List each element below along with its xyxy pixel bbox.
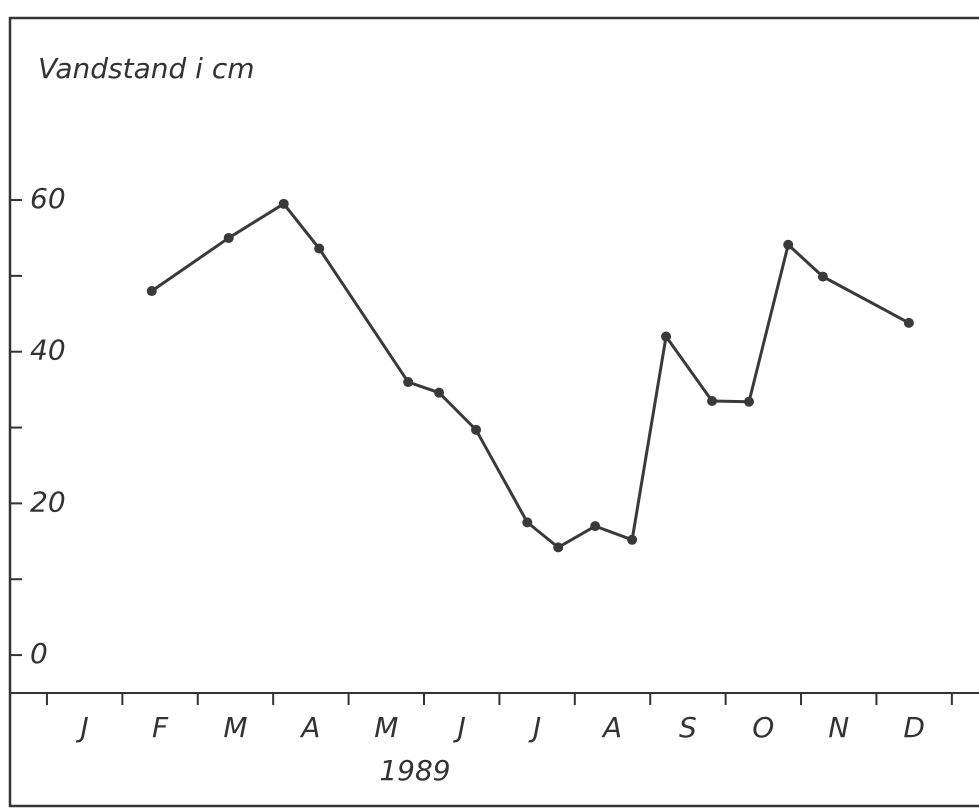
point (744, 396, 755, 407)
x-axis-label: 1989 (379, 754, 450, 787)
point (903, 317, 914, 328)
x-tick-label: M (374, 711, 398, 744)
chart-title: Vandstand i cm (38, 52, 255, 85)
point (223, 232, 234, 243)
point (817, 271, 828, 282)
point (146, 286, 157, 297)
x-tick-label: N (828, 711, 849, 744)
frame (8, 16, 979, 808)
x-tick-label: A (601, 711, 622, 744)
x-tick-label: D (903, 711, 925, 744)
point (553, 542, 564, 553)
point (627, 534, 638, 545)
point (590, 521, 601, 532)
point (314, 243, 325, 254)
x-tick-label: O (752, 711, 774, 744)
x-tick-label: S (679, 711, 697, 744)
x-tick-label: A (299, 711, 320, 744)
point (471, 424, 482, 435)
y-tick-label: 0 (30, 637, 48, 670)
y-tick-label: 20 (30, 485, 66, 518)
point (783, 239, 794, 250)
point (434, 387, 445, 398)
y-tick-label: 60 (30, 182, 66, 215)
x-tick-label: F (152, 711, 169, 744)
point (278, 198, 289, 209)
point (661, 331, 672, 342)
y-tick-label: 40 (30, 334, 66, 367)
point (707, 396, 718, 407)
point (403, 377, 414, 388)
x-tick-label: M (223, 711, 247, 744)
point (522, 517, 533, 528)
